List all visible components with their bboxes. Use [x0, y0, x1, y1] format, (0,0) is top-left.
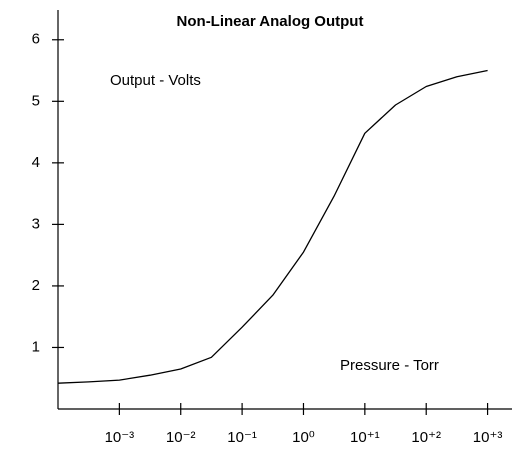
x-tick-label: 10⁰ — [292, 429, 315, 446]
y-tick-label: 5 — [32, 92, 40, 109]
y-tick-label: 2 — [32, 277, 40, 294]
chart-title: Non-Linear Analog Output — [177, 13, 364, 30]
x-tick-label: 10⁻³ — [105, 429, 135, 446]
y-axis-annotation: Output - Volts — [110, 72, 201, 89]
x-axis-annotation: Pressure - Torr — [340, 357, 439, 374]
x-tick-label: 10⁻¹ — [227, 429, 257, 446]
x-tick-label: 10⁺³ — [473, 429, 503, 446]
y-tick-label: 1 — [32, 338, 40, 355]
x-tick-label: 10⁺¹ — [350, 429, 380, 446]
y-tick-label: 3 — [32, 215, 40, 232]
data-line — [57, 69, 488, 384]
y-tick-label: 6 — [32, 31, 40, 48]
x-tick-label: 10⁺² — [411, 429, 441, 446]
x-tick-label: 10⁻² — [166, 429, 196, 446]
y-tick-label: 4 — [32, 154, 40, 171]
